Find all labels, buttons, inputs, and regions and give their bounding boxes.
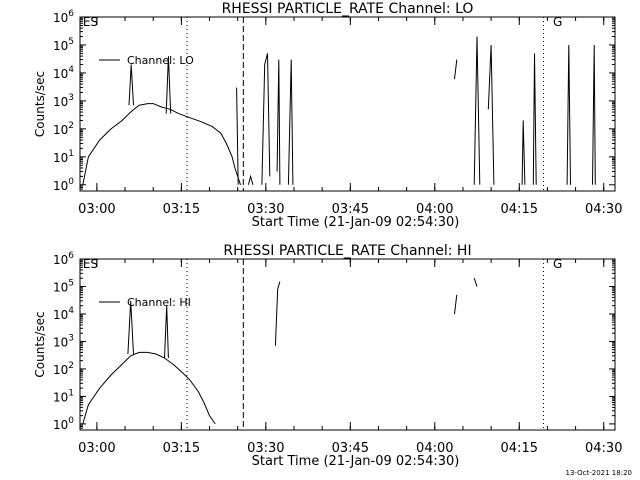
x-tick-label: 04:30 <box>585 441 622 456</box>
series-line <box>454 294 458 315</box>
x-tick-label: 03:00 <box>78 441 115 456</box>
event-marker-label: ES <box>83 15 98 29</box>
series-line <box>128 64 134 106</box>
series-line <box>487 44 495 185</box>
series-line <box>247 174 254 185</box>
chart-panel-lo: RHESSI PARTICLE_RATE Channel: LO Counts/s… <box>33 1 622 230</box>
series-line <box>473 36 481 185</box>
series-line <box>82 351 216 425</box>
legend-label: Channel: HI <box>127 296 191 309</box>
y-tick-label: 104 <box>53 306 74 322</box>
timestamp-stamp: 13-Oct-2021 18:20 <box>565 469 632 477</box>
series-line <box>236 87 239 185</box>
event-marker-label: ES <box>83 257 98 271</box>
x-tick-label: 04:00 <box>416 441 453 456</box>
chart-panel-hi: RHESSI PARTICLE_RATE Channel: HI Counts/s… <box>33 243 622 469</box>
series-line <box>473 278 478 287</box>
y-tick-label: 102 <box>53 361 74 377</box>
x-tick-label: 04:30 <box>585 202 622 217</box>
y-tick-label: 106 <box>53 251 74 267</box>
x-tick-label: 04:15 <box>501 202 538 217</box>
series-line <box>592 44 596 185</box>
y-tick-label: 101 <box>53 388 74 404</box>
series-line <box>566 44 571 185</box>
series-group <box>82 36 596 185</box>
y-axis-label: Counts/sec <box>33 311 47 377</box>
event-marker-label: G <box>553 257 562 271</box>
chart-title: RHESSI PARTICLE_RATE Channel: HI <box>223 243 471 259</box>
x-tick-label: 03:30 <box>247 202 284 217</box>
x-tick-label: 04:15 <box>501 441 538 456</box>
series-line <box>521 120 526 185</box>
y-tick-label: 103 <box>53 333 74 349</box>
x-axis-label: Start Time (21-Jan-09 02:54:30) <box>252 215 460 230</box>
y-tick-label: 105 <box>53 37 74 53</box>
series-group <box>82 278 478 425</box>
y-tick-label: 101 <box>53 149 74 165</box>
event-marker-label: G <box>553 15 562 29</box>
x-tick-label: 03:45 <box>332 202 369 217</box>
y-tick-label: 105 <box>53 278 74 294</box>
x-tick-label: 03:00 <box>78 202 115 217</box>
y-tick-label: 106 <box>53 9 74 25</box>
y-tick-label: 102 <box>53 121 74 137</box>
x-tick-label: 03:15 <box>163 441 200 456</box>
x-tick-label: 03:15 <box>163 202 200 217</box>
series-line <box>165 56 172 114</box>
series-line <box>532 53 537 185</box>
series-line <box>454 59 458 80</box>
y-tick-label: 104 <box>53 65 74 81</box>
x-tick-label: 03:30 <box>247 441 284 456</box>
legend-label: Channel: LO <box>127 54 194 67</box>
series-line <box>274 281 281 346</box>
y-tick-label: 103 <box>53 93 74 109</box>
chart-title: RHESSI PARTICLE_RATE Channel: LO <box>222 1 474 17</box>
series-line <box>164 305 169 359</box>
x-axis-label: Start Time (21-Jan-09 02:54:30) <box>252 454 460 469</box>
series-line <box>261 53 271 185</box>
series-line <box>127 300 134 355</box>
y-tick-label: 100 <box>53 177 74 193</box>
series-line <box>276 59 281 185</box>
y-axis-label: Counts/sec <box>33 71 47 137</box>
x-tick-label: 04:00 <box>416 202 453 217</box>
y-tick-label: 100 <box>53 416 74 432</box>
x-tick-label: 03:45 <box>332 441 369 456</box>
series-line <box>287 59 294 185</box>
